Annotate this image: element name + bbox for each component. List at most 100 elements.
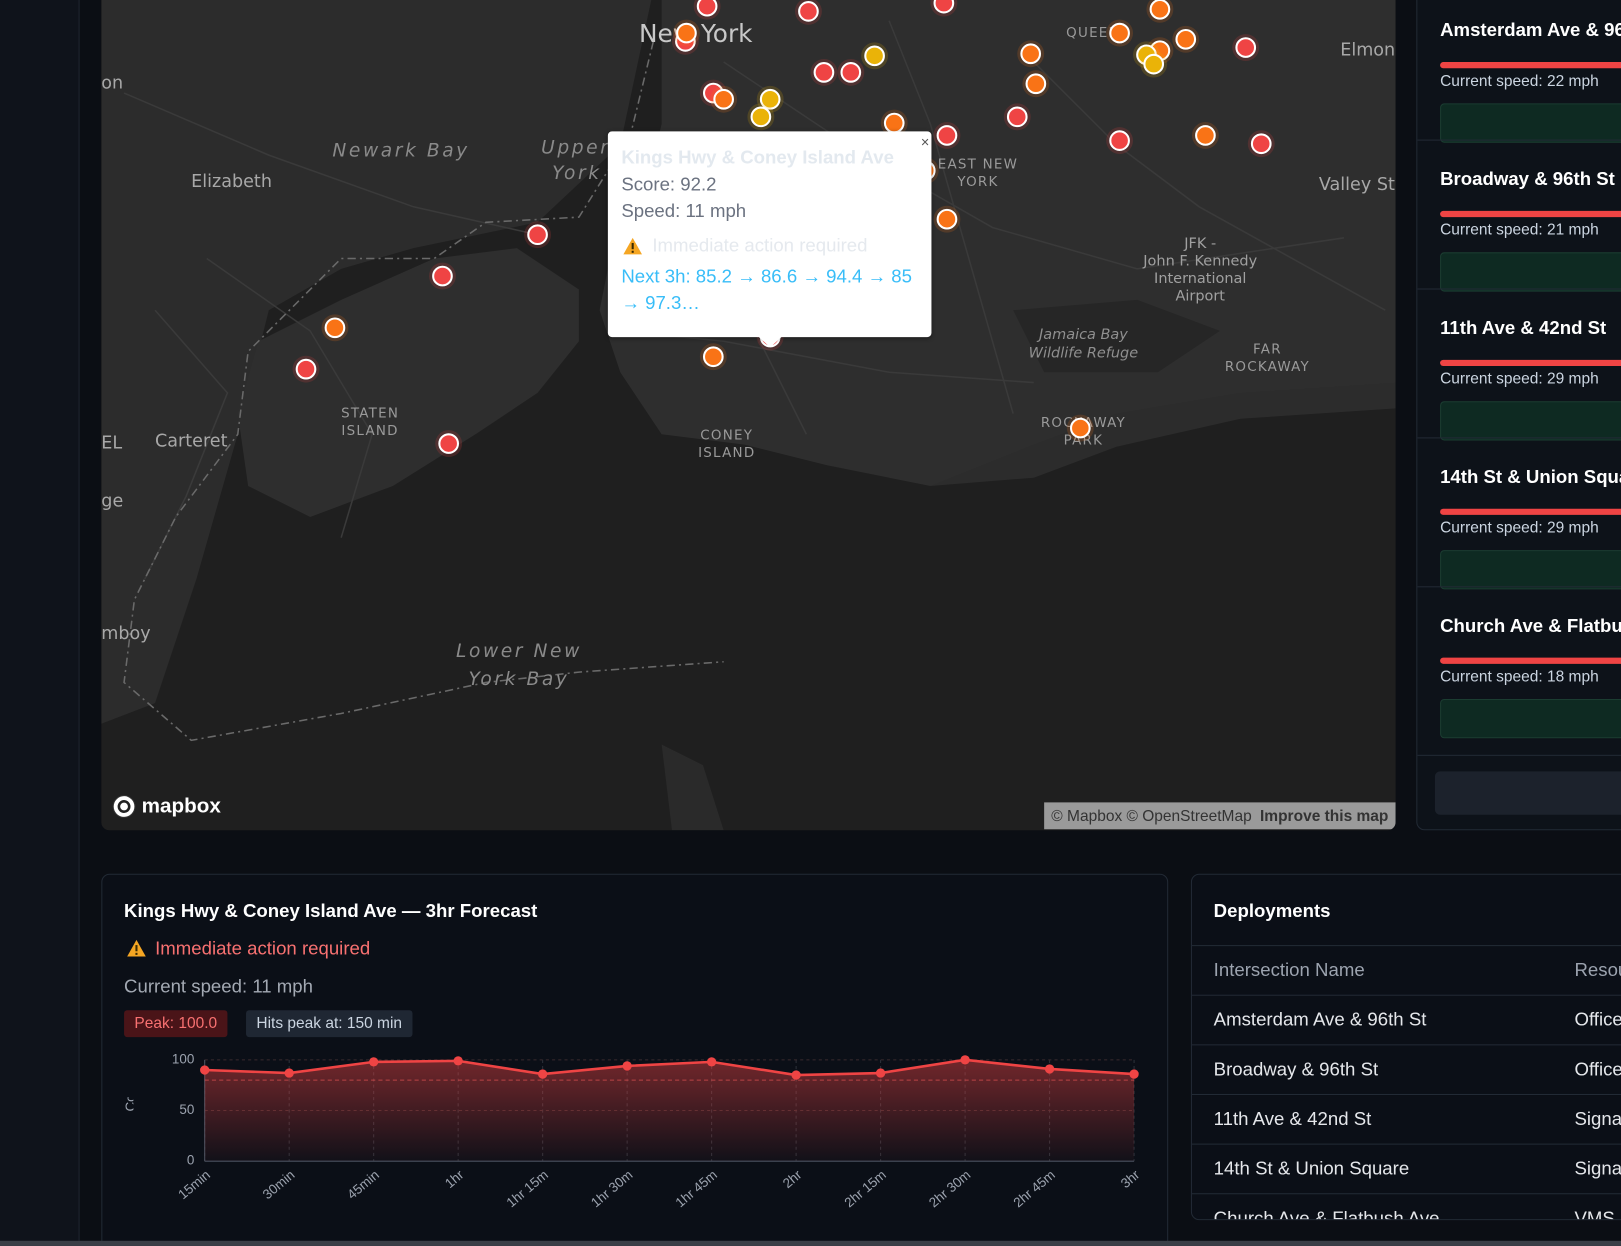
point [284,1068,294,1078]
marker[interactable] [438,433,460,454]
table-cell: VMS [1574,1207,1615,1221]
marker[interactable] [527,224,548,246]
point [960,1055,970,1065]
table-cell: Amsterdam Ave & 96th St [1213,1009,1427,1030]
table-cell: 11th Ave & 42nd St [1213,1108,1372,1130]
map-label: on [101,74,123,94]
line [204,1058,1135,1077]
map-label: Newark Bay [332,140,469,161]
map-label: International [1154,271,1246,287]
popup-speed: Speed: 11 mph [621,200,747,222]
marker[interactable] [798,1,819,22]
x-tick-label: 2hr 30m [926,1167,973,1210]
marker[interactable] [864,45,885,67]
marker[interactable] [813,62,835,83]
marker[interactable] [759,88,781,110]
map-label: mboy [101,624,150,644]
mapbox-text: mapbox [141,794,221,818]
marker[interactable] [702,346,724,368]
marker[interactable] [883,112,905,134]
markers [292,0,1275,458]
point [537,1069,548,1079]
card-divider [1417,139,1621,141]
marker[interactable] [1143,53,1165,75]
x-tick-label: 1hr 45m [673,1167,720,1210]
map-container[interactable]: New York QUEENS Elmon Newark Bay Upper York El… [101,0,1396,831]
marker[interactable] [1250,133,1272,155]
map-label: ISLAND [698,446,755,461]
marker[interactable] [933,0,955,14]
marker[interactable] [936,125,958,146]
card-action[interactable] [1440,698,1621,739]
card-divider [1417,288,1621,290]
map-label: YORK [956,175,998,190]
card-action[interactable] [1440,401,1621,441]
marker[interactable] [295,358,317,380]
point [369,1057,379,1067]
popup-forecast: Next 3h: 85.2 → 86.6 → 94.4 → 85 → 97.3… [621,265,912,314]
severity-bar [1440,210,1621,218]
row-divider [1191,994,1621,996]
marker[interactable] [1235,37,1257,58]
map-label: Carteret [155,432,228,452]
x-tick-label: 2hr [780,1167,805,1191]
land [661,744,724,831]
marker[interactable] [936,208,958,230]
card-action[interactable] [1440,103,1621,143]
marker[interactable] [1175,28,1197,50]
x-tick-label: 3hr [1118,1167,1143,1191]
bottom-bar [0,1240,1621,1246]
popup-score: Score: 92.2 [621,173,717,195]
card-title: 11th Ave & 42nd St [1440,317,1607,339]
marker[interactable] [1025,73,1047,95]
map-label: STATEN [341,407,399,422]
marker[interactable] [1109,130,1130,151]
table-cell: Officer [1574,1058,1621,1080]
point [1044,1064,1055,1074]
marker[interactable] [1069,417,1091,439]
attribution-text[interactable]: © Mapbox © OpenStreetMap [1051,807,1252,825]
card-speed: Current speed: 21 mph [1440,221,1599,239]
marker[interactable] [696,0,718,17]
marker[interactable] [432,265,453,287]
severity-bar [1440,657,1621,664]
marker[interactable] [1006,106,1028,128]
map-label: CONEY [700,428,753,443]
marker[interactable] [713,88,734,110]
map-label: Elizabeth [191,172,272,192]
map-label: FAR [1253,342,1282,357]
card-action[interactable] [1440,550,1621,590]
popup-close[interactable]: × [920,133,930,150]
marker[interactable] [1149,0,1171,20]
map-label: Lower New [456,641,582,662]
marker[interactable] [676,22,697,44]
marker[interactable] [840,62,862,83]
map-label: ge [101,491,123,511]
sidebar-button[interactable] [1434,771,1621,815]
column-header: Resource [1574,959,1621,981]
peak-badge: Peak: 100.0 [124,1010,228,1038]
table-cell: Officer [1574,1009,1621,1030]
mapbox-logo[interactable]: mapbox [112,794,221,819]
marker[interactable] [324,317,346,339]
forecast-title: Kings Hwy & Coney Island Ave — 3hr Forec… [124,900,538,922]
land [599,0,1396,486]
card-action[interactable] [1440,252,1621,292]
y-tick-label: 100 [172,1051,194,1066]
point [875,1068,886,1078]
map-label: ROCKAWAY [1225,360,1310,375]
warning-icon [623,237,642,255]
improve-link[interactable]: Improve this map [1259,807,1389,825]
map-label: York Bay [469,669,570,690]
marker[interactable] [1109,22,1130,44]
land [101,0,652,724]
land [930,382,1396,486]
x-tick-label: 1hr 15m [504,1167,551,1210]
marker[interactable] [750,106,772,128]
x-tick-label: 2hr 15m [842,1167,889,1210]
marker[interactable] [1020,43,1042,65]
row-divider [1191,1044,1621,1046]
marker[interactable] [1195,125,1216,146]
